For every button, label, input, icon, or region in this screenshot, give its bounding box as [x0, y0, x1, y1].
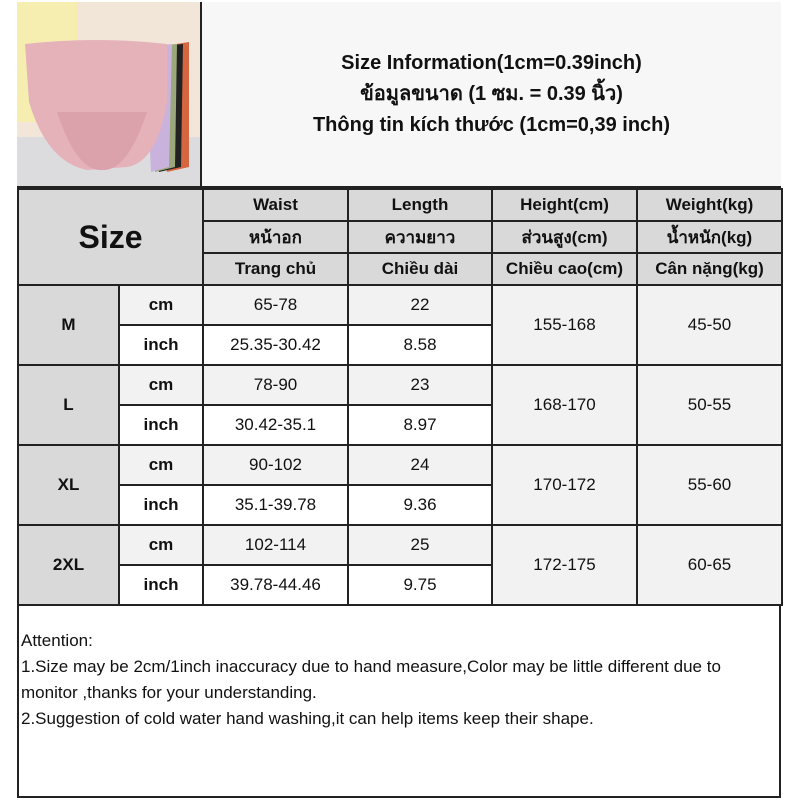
length-inch: 9.36	[347, 484, 493, 526]
unit-cm: cm	[118, 284, 204, 326]
size-label: XL	[17, 444, 120, 526]
weight-value: 50-55	[636, 364, 783, 446]
weight-value: 45-50	[636, 284, 783, 366]
table-row: inch 25.35-30.42 8.58	[18, 324, 782, 366]
table-row: inch 30.42-35.1 8.97	[18, 404, 782, 446]
col-header-length-vi: Chiều dài	[347, 252, 493, 286]
table-row: L cm 78-90 23 168-170 50-55	[17, 364, 783, 446]
waist-cm: 102-114	[202, 524, 349, 566]
length-inch: 8.97	[347, 404, 493, 446]
title-block: Size Information(1cm=0.39inch) ข้อมูลขนา…	[202, 2, 781, 188]
unit-inch: inch	[118, 484, 204, 526]
length-cm: 22	[347, 284, 493, 326]
height-value: 172-175	[491, 524, 638, 606]
attention-notes: Attention: 1.Size may be 2cm/1inch inacc…	[19, 628, 781, 732]
waist-cm: 65-78	[202, 284, 349, 326]
title-english: Size Information(1cm=0.39inch)	[341, 51, 642, 74]
col-header-waist-vi: Trang chủ	[202, 252, 349, 286]
length-cm: 24	[347, 444, 493, 486]
waist-inch: 25.35-30.42	[202, 324, 349, 366]
height-value: 168-170	[491, 364, 638, 446]
unit-inch: inch	[118, 564, 204, 606]
col-header-waist-thai: หน้าอก	[202, 220, 349, 254]
table-row: M cm 65-78 22 155-168 45-50	[17, 284, 783, 366]
length-inch: 8.58	[347, 324, 493, 366]
col-header-weight: Weight(kg)	[636, 188, 783, 222]
weight-value: 60-65	[636, 524, 783, 606]
length-cm: 23	[347, 364, 493, 406]
table-row: inch 35.1-39.78 9.36	[18, 484, 782, 526]
size-label: M	[17, 284, 120, 366]
table-row: inch 39.78-44.46 9.75	[18, 564, 782, 606]
note-item: 1.Size may be 2cm/1inch inaccuracy due t…	[21, 657, 721, 702]
size-label: 2XL	[17, 524, 120, 606]
note-item: 2.Suggestion of cold water hand washing,…	[21, 709, 594, 728]
col-header-height: Height(cm)	[491, 188, 638, 222]
unit-inch: inch	[118, 324, 204, 366]
waist-inch: 39.78-44.46	[202, 564, 349, 606]
product-image	[17, 2, 202, 188]
height-value: 170-172	[491, 444, 638, 526]
col-header-length: Length	[347, 188, 493, 222]
col-header-height-vi: Chiều cao(cm)	[491, 252, 638, 286]
table-row: XL cm 90-102 24 170-172 55-60	[17, 444, 783, 526]
waist-inch: 30.42-35.1	[202, 404, 349, 446]
unit-cm: cm	[118, 444, 204, 486]
length-inch: 9.75	[347, 564, 493, 606]
title-thai: ข้อมูลขนาด (1 ซม. = 0.39 นิ้ว)	[360, 82, 623, 105]
size-label: L	[17, 364, 120, 446]
unit-cm: cm	[118, 524, 204, 566]
waist-cm: 78-90	[202, 364, 349, 406]
col-header-length-thai: ความยาว	[347, 220, 493, 254]
col-header-height-thai: ส่วนสูง(cm)	[491, 220, 638, 254]
size-header: Size	[17, 188, 204, 286]
length-cm: 25	[347, 524, 493, 566]
waist-inch: 35.1-39.78	[202, 484, 349, 526]
unit-cm: cm	[118, 364, 204, 406]
weight-value: 55-60	[636, 444, 783, 526]
col-header-weight-vi: Cân nặng(kg)	[636, 252, 783, 286]
waist-cm: 90-102	[202, 444, 349, 486]
table-row: 2XL cm 102-114 25 172-175 60-65	[17, 524, 783, 606]
size-table: Size Waist Length Height(cm) Weight(kg) …	[17, 188, 783, 606]
height-value: 155-168	[491, 284, 638, 366]
notes-heading: Attention:	[21, 631, 93, 650]
unit-inch: inch	[118, 404, 204, 446]
title-vietnamese: Thông tin kích thước (1cm=0,39 inch)	[312, 113, 671, 136]
col-header-waist: Waist	[202, 188, 349, 222]
col-header-weight-thai: น้ำหนัก(kg)	[636, 220, 783, 254]
